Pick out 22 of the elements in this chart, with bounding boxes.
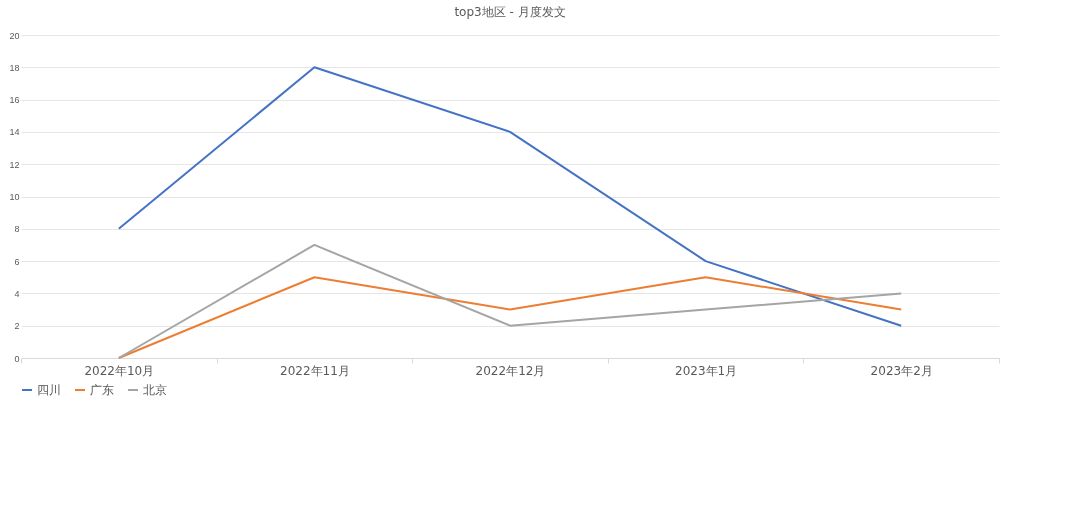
legend-label: 广东: [90, 383, 114, 397]
chart-title: top3地区 - 月度发文: [454, 5, 566, 19]
legend-label: 四川: [37, 383, 61, 397]
y-tick-label: 20: [9, 30, 20, 41]
y-tick-label: 18: [9, 62, 20, 73]
y-tick-label: 8: [14, 224, 20, 235]
x-tick-label: 2022年10月: [84, 363, 155, 378]
y-tick-label: 16: [9, 95, 20, 106]
x-tick-label: 2022年12月: [475, 363, 546, 378]
y-tick-label: 2: [14, 321, 20, 332]
y-tick-label: 4: [14, 288, 20, 299]
line-series: [117, 243, 903, 359]
y-tick-label: 14: [9, 127, 20, 138]
y-tick-label: 6: [14, 256, 20, 267]
y-tick-label: 12: [9, 159, 20, 170]
line-series: [117, 66, 903, 327]
x-tick-label: 2023年1月: [675, 363, 738, 378]
y-tick-label: 0: [14, 353, 20, 364]
x-tick-label: 2022年11月: [279, 363, 350, 378]
legend-label: 北京: [143, 383, 167, 397]
x-tick-label: 2023年2月: [870, 363, 933, 378]
y-tick-label: 10: [9, 192, 20, 202]
